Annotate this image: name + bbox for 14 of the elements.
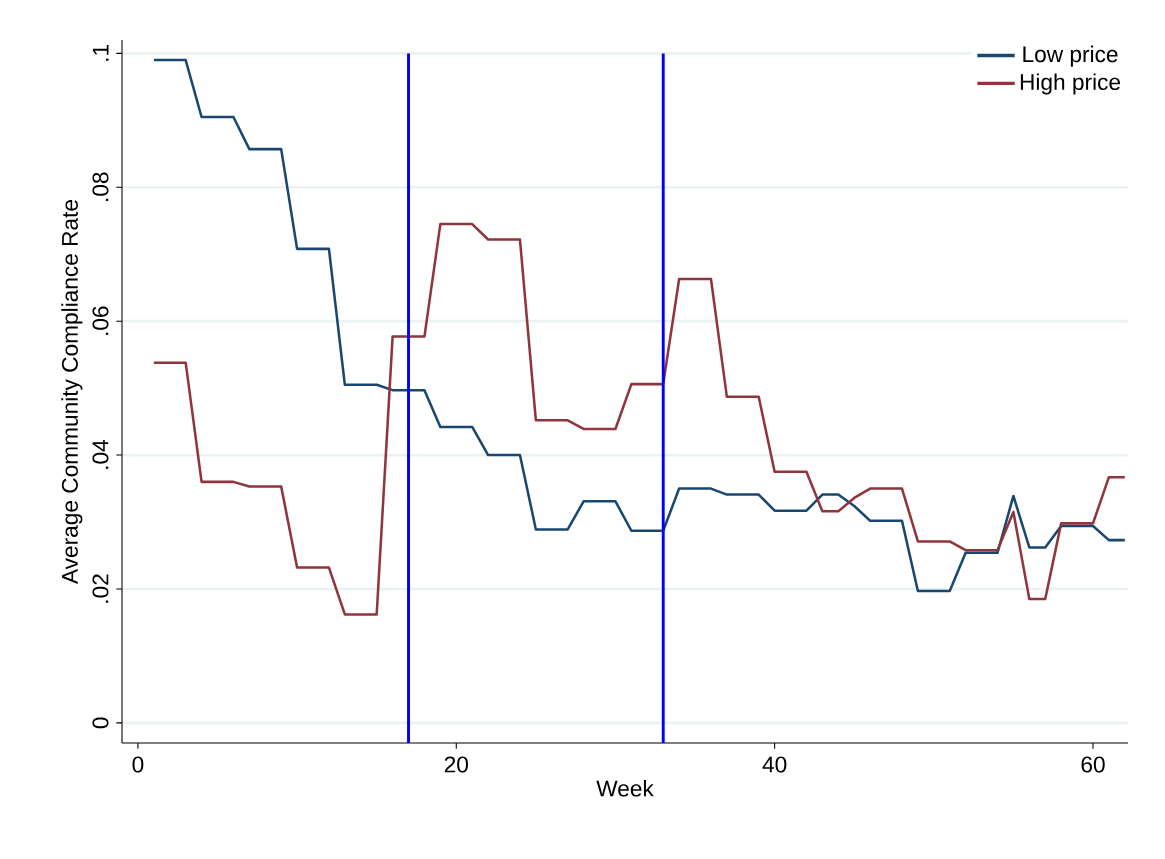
y-tick-label: .06 — [92, 306, 109, 335]
y-tick-label: .1 — [92, 45, 109, 61]
legend-label: Low price — [1023, 45, 1118, 67]
y-tick-label: 0 — [92, 717, 109, 729]
x-axis-title: Week — [596, 779, 654, 797]
x-tick-label: 20 — [444, 756, 468, 773]
y-axis-title: Average Community Compliance Rate — [61, 200, 83, 584]
x-tick-label: 60 — [1081, 756, 1105, 773]
x-tick-label: 40 — [762, 756, 787, 773]
x-tick-label: 0 — [132, 756, 144, 773]
y-tick-label: .08 — [92, 172, 109, 201]
legend-label: High price — [1020, 73, 1121, 95]
y-tick-label: .04 — [92, 440, 109, 469]
y-tick-label: .02 — [92, 574, 109, 603]
